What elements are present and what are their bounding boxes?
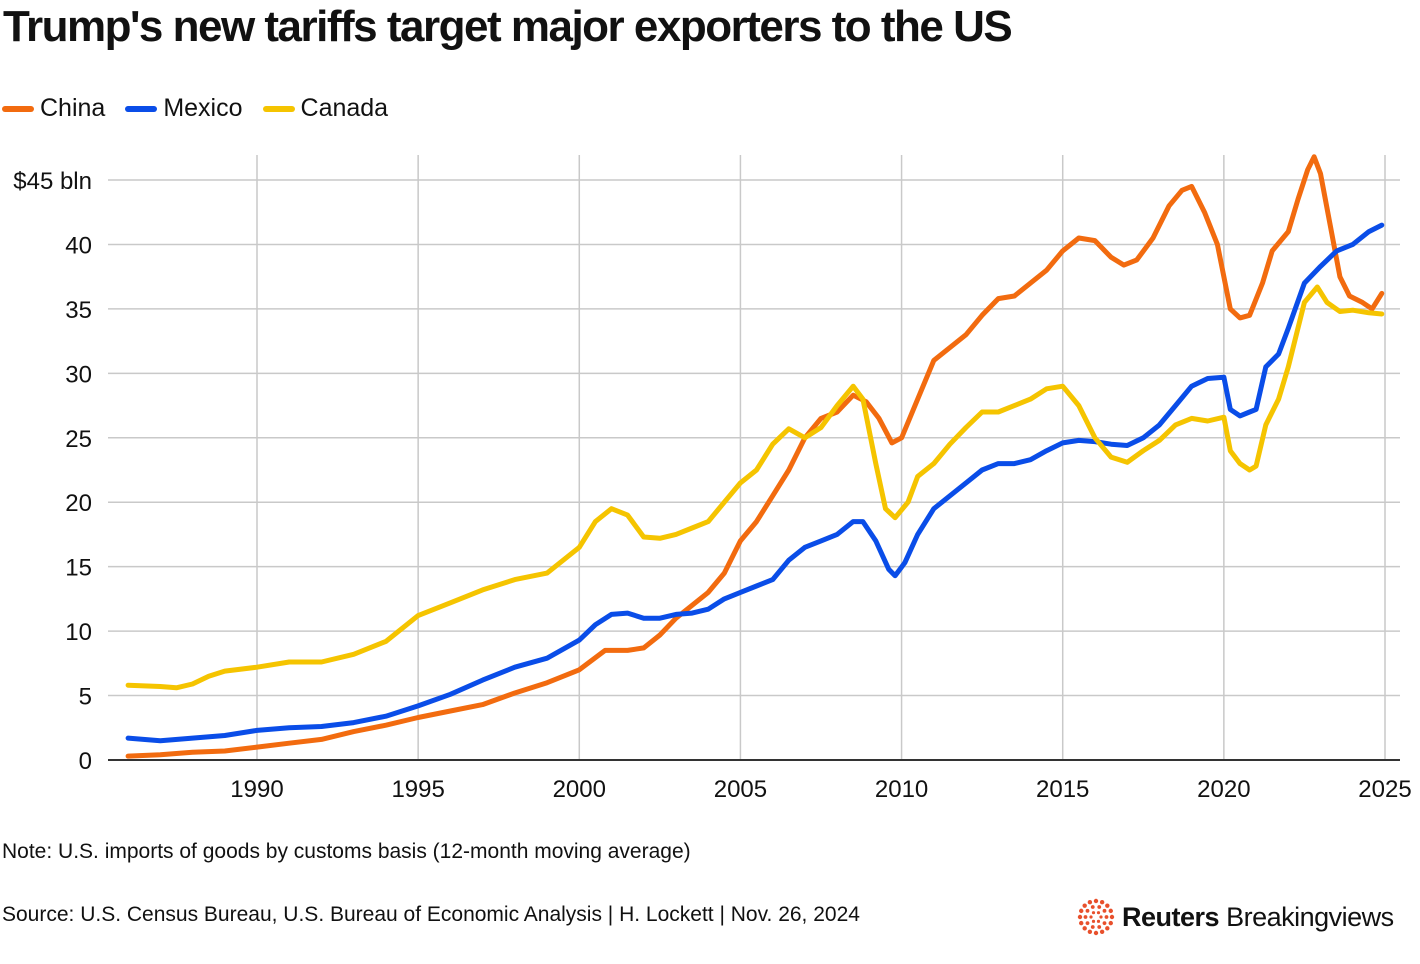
legend-swatch-china xyxy=(2,105,34,112)
legend-label-canada: Canada xyxy=(300,94,389,122)
y-axis-labels: 0 5 10 15 20 25 30 35 40 $45 bln xyxy=(13,168,92,775)
x-tick-label: 2015 xyxy=(1036,776,1089,803)
grid-lines xyxy=(108,155,1400,761)
legend: China Mexico Canada xyxy=(2,94,408,123)
legend-item-china: China xyxy=(2,94,105,123)
y-tick-label: 25 xyxy=(65,426,92,453)
chart-title: Trump's new tariffs target major exporte… xyxy=(3,2,1013,51)
x-tick-label: 2000 xyxy=(553,776,606,803)
series-line-china xyxy=(125,154,1385,759)
y-tick-label: 15 xyxy=(65,555,92,582)
x-tick-label: 2005 xyxy=(714,776,767,803)
chart-source: Source: U.S. Census Bureau, U.S. Bureau … xyxy=(2,903,860,926)
legend-label-china: China xyxy=(40,94,106,122)
y-tick-label: 10 xyxy=(65,619,92,646)
legend-item-canada: Canada xyxy=(262,94,389,123)
x-tick-label: 2010 xyxy=(875,776,928,803)
legend-label-mexico: Mexico xyxy=(163,94,243,122)
chart-note: Note: U.S. imports of goods by customs b… xyxy=(2,840,691,863)
reuters-dots-icon xyxy=(1077,898,1115,936)
logo-brand: Reuters xyxy=(1122,901,1220,932)
reuters-breakingviews-logo: Reuters Breakingviews xyxy=(1076,897,1394,937)
legend-swatch-mexico xyxy=(125,105,158,112)
series-line-canada xyxy=(125,284,1385,691)
logo-wordmark: Reuters Breakingviews xyxy=(1122,902,1394,933)
y-tick-label: 35 xyxy=(65,297,92,324)
legend-item-mexico: Mexico xyxy=(125,94,243,123)
x-tick-label: 1990 xyxy=(230,776,283,803)
x-axis-labels: 1990 1995 2000 2005 2010 2015 2020 2025 xyxy=(230,776,1411,803)
y-tick-label: 40 xyxy=(65,232,92,259)
x-tick-label: 2025 xyxy=(1358,776,1411,803)
series-lines xyxy=(125,154,1385,759)
logo-product: Breakingviews xyxy=(1226,901,1394,932)
y-tick-label: 0 xyxy=(79,748,92,775)
x-tick-label: 2020 xyxy=(1197,776,1250,803)
y-tick-label: 20 xyxy=(65,490,92,517)
y-tick-label: 5 xyxy=(79,684,92,711)
legend-swatch-canada xyxy=(262,105,295,112)
y-tick-label: $45 bln xyxy=(13,168,92,195)
x-tick-label: 1995 xyxy=(391,776,444,803)
y-tick-label: 30 xyxy=(65,361,92,388)
series-line-mexico xyxy=(125,222,1385,744)
